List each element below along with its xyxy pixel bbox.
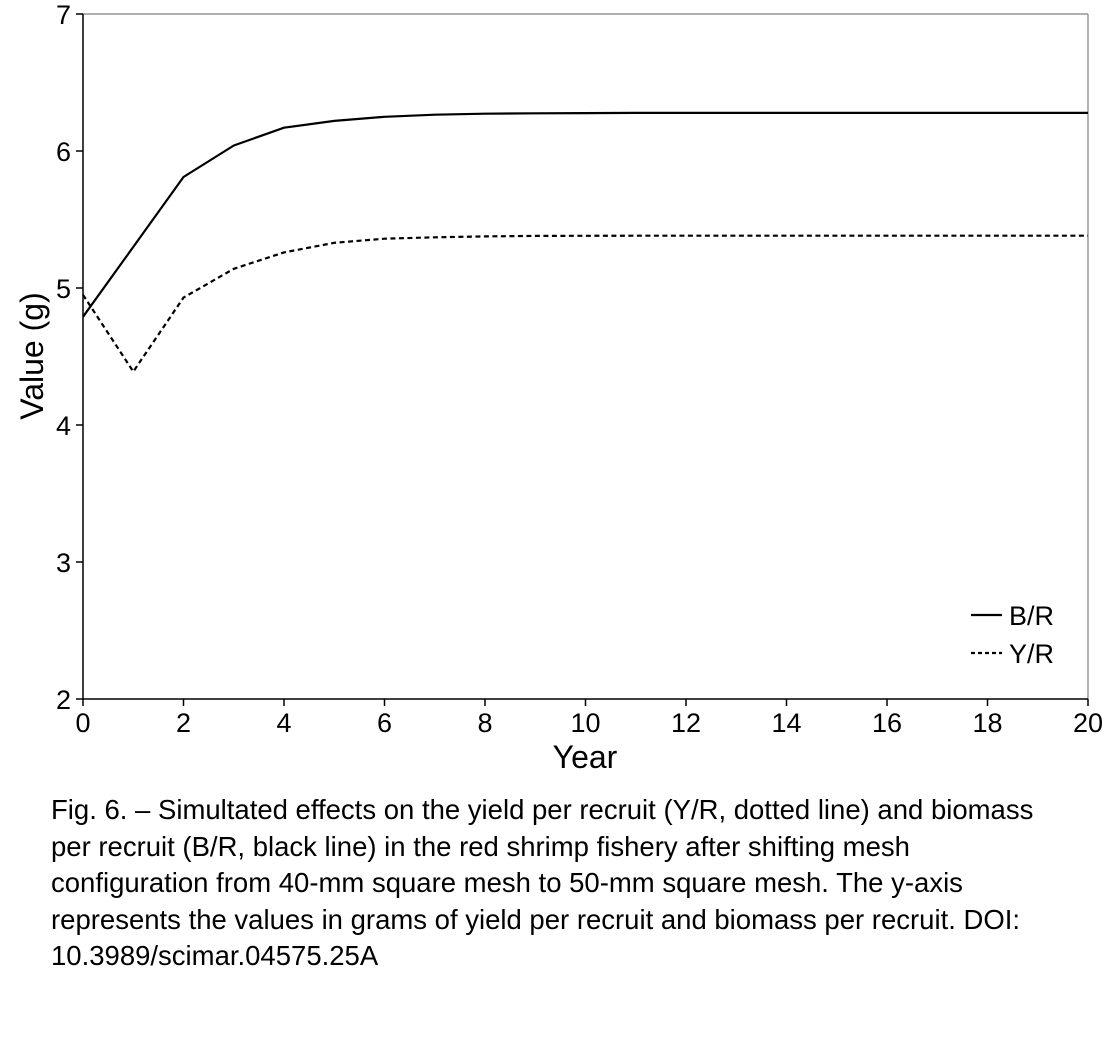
- y-tick-label: 7: [56, 0, 71, 30]
- y-axis-title: Value (g): [14, 292, 50, 419]
- x-tick-label: 8: [477, 708, 492, 738]
- x-tick-label: 0: [75, 708, 90, 738]
- y-tick-label: 4: [56, 411, 71, 441]
- x-tick-label: 20: [1073, 708, 1102, 738]
- legend: B/R Y/R: [971, 601, 1054, 669]
- x-tick-label: 14: [771, 708, 801, 738]
- legend-label-y-r: Y/R: [1009, 639, 1054, 669]
- plot-frame: [82, 13, 1089, 700]
- x-tick-label: 16: [872, 708, 902, 738]
- figure-caption: Fig. 6. – Simultated effects on the yiel…: [51, 794, 1034, 971]
- y-tick-label: 2: [56, 685, 71, 715]
- x-tick-label: 4: [276, 708, 291, 738]
- x-tick-label: 10: [570, 708, 600, 738]
- x-tick-label: 2: [176, 708, 191, 738]
- series-line-b-r: [82, 111, 1088, 318]
- series-layer: [82, 111, 1088, 373]
- x-tick-label: 12: [671, 708, 701, 738]
- y-tick-label: 6: [56, 137, 71, 167]
- y-tick-label: 5: [56, 274, 71, 304]
- x-tick-label: 18: [972, 708, 1002, 738]
- x-axis-title: Year: [553, 739, 618, 775]
- y-tick-label: 3: [56, 548, 71, 578]
- series-line-y-r: [82, 234, 1088, 373]
- x-tick-label: 6: [377, 708, 392, 738]
- legend-label-b-r: B/R: [1009, 601, 1054, 631]
